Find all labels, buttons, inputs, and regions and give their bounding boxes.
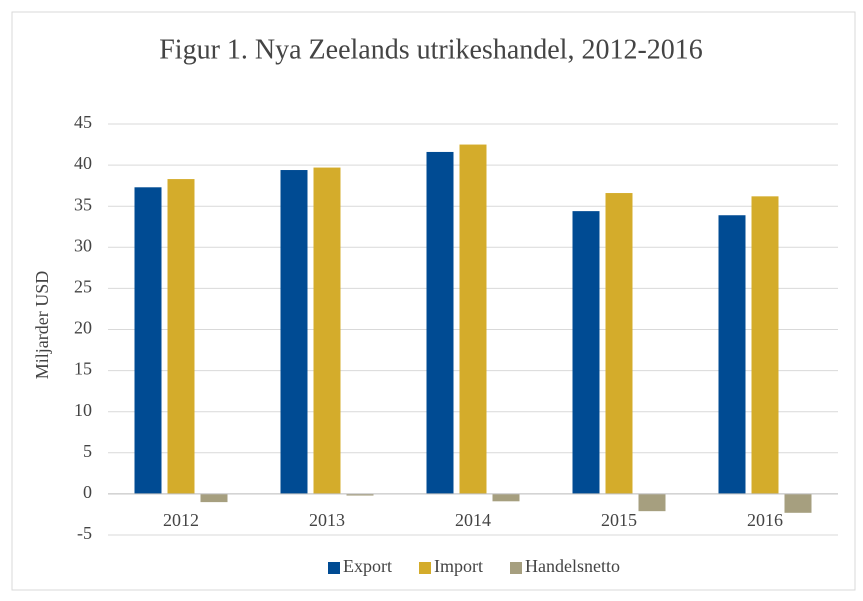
legend-label: Import (434, 556, 483, 576)
legend-swatch (510, 562, 522, 574)
bar (346, 493, 374, 496)
y-tick-label: 15 (74, 359, 92, 379)
bar (718, 215, 746, 494)
bar (751, 196, 779, 494)
y-tick-label: 25 (74, 277, 92, 297)
x-tick-label: 2015 (601, 510, 637, 530)
bar (605, 193, 633, 494)
y-tick-label: 20 (74, 318, 92, 338)
bar (134, 187, 162, 494)
y-tick-label: 10 (74, 400, 92, 420)
x-tick-label: 2014 (455, 510, 491, 530)
y-tick-label: 35 (74, 194, 92, 214)
legend-swatch (419, 562, 431, 574)
legend-label: Handelsnetto (525, 556, 620, 576)
y-tick-label: 5 (83, 441, 92, 461)
y-tick-label: 30 (74, 235, 92, 255)
bar (426, 151, 454, 494)
bar (167, 179, 195, 494)
bar (638, 493, 666, 512)
y-tick-label: 45 (74, 112, 92, 132)
bar (280, 170, 308, 494)
legend-swatch (328, 562, 340, 574)
bar (572, 211, 600, 494)
y-tick-label: 40 (74, 153, 92, 173)
x-tick-label: 2016 (747, 510, 783, 530)
bar (313, 167, 341, 494)
legend-label: Export (343, 556, 392, 576)
bar (492, 493, 520, 502)
bar (459, 144, 487, 494)
bar (784, 493, 812, 513)
y-tick-label: 0 (83, 482, 92, 502)
x-tick-label: 2013 (309, 510, 345, 530)
x-tick-label: 2012 (163, 510, 199, 530)
y-tick-label: -5 (77, 523, 92, 543)
y-axis-label: Miljarder USD (32, 271, 52, 379)
chart-title: Figur 1. Nya Zeelands utrikeshandel, 201… (159, 34, 703, 65)
bar (200, 493, 228, 503)
